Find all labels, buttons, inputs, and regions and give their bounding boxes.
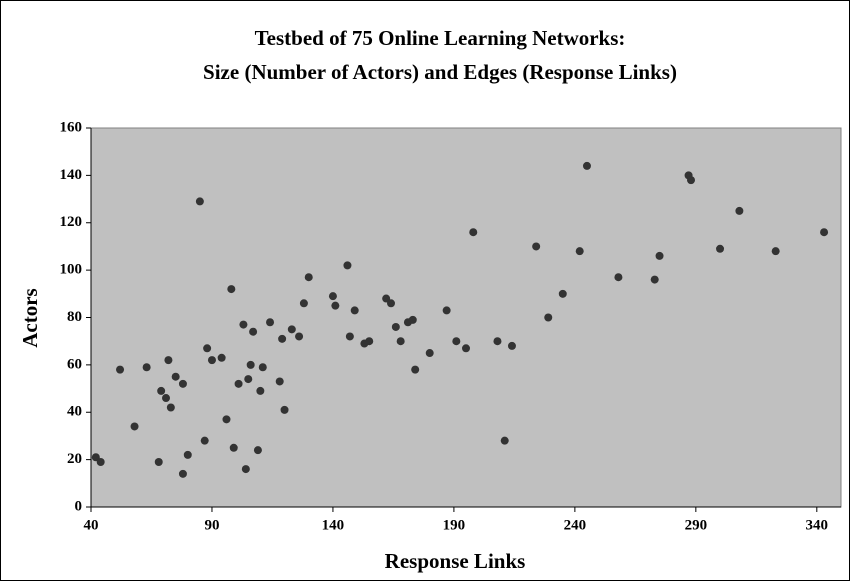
point: [716, 244, 725, 253]
point: [154, 457, 163, 466]
point: [582, 161, 591, 170]
point: [469, 228, 478, 237]
y-tick-label: 80: [67, 309, 82, 325]
x-tick-label: 40: [84, 517, 99, 533]
y-tick-label: 100: [60, 262, 83, 278]
point: [328, 292, 337, 301]
point: [350, 306, 359, 315]
point: [258, 363, 267, 372]
x-tick-label: 90: [204, 517, 219, 533]
point: [130, 422, 139, 431]
point: [246, 360, 255, 369]
point: [142, 363, 151, 372]
point: [558, 289, 567, 298]
point: [452, 337, 461, 346]
point: [164, 356, 173, 365]
point: [241, 465, 250, 474]
point: [304, 273, 313, 282]
point: [162, 394, 170, 403]
y-tick-label: 40: [67, 404, 82, 420]
point: [687, 176, 695, 185]
point: [253, 446, 262, 455]
point: [391, 322, 400, 331]
x-tick-label: 190: [443, 517, 466, 533]
point: [266, 318, 275, 327]
point: [365, 337, 374, 346]
point: [411, 365, 420, 374]
point: [655, 251, 664, 260]
point: [195, 197, 204, 206]
point: [544, 313, 553, 322]
x-tick-label: 290: [685, 517, 708, 533]
point: [462, 344, 470, 353]
point: [200, 436, 209, 445]
point: [280, 405, 289, 414]
x-tick-label: 140: [322, 517, 345, 533]
point: [183, 450, 192, 459]
point: [157, 386, 166, 395]
chart-subtitle: Size (Number of Actors) and Edges (Respo…: [203, 60, 677, 84]
x-tick-label: 340: [806, 517, 829, 533]
point: [234, 379, 243, 388]
point: [207, 356, 216, 365]
point: [256, 386, 265, 395]
point: [116, 365, 125, 374]
point: [171, 372, 180, 381]
chart-title: Testbed of 75 Online Learning Networks:: [255, 26, 626, 50]
x-tick-label: 240: [564, 517, 587, 533]
x-axis-label: Response Links: [385, 549, 526, 573]
point: [275, 377, 284, 386]
point: [295, 332, 304, 341]
point: [203, 344, 212, 353]
point: [217, 353, 226, 362]
point: [178, 379, 187, 388]
point: [500, 436, 509, 445]
point: [222, 415, 231, 424]
point: [229, 443, 238, 452]
point: [408, 315, 417, 324]
point: [442, 306, 451, 315]
point: [227, 285, 236, 294]
point: [178, 469, 187, 478]
point: [820, 228, 829, 237]
plot-area: [90, 127, 842, 508]
point: [771, 247, 780, 256]
point: [493, 337, 502, 346]
point: [735, 206, 744, 215]
point: [239, 320, 248, 329]
point: [96, 457, 105, 466]
y-tick-label: 60: [67, 356, 82, 372]
point: [507, 341, 516, 350]
y-tick-label: 120: [60, 214, 83, 230]
point: [614, 273, 623, 282]
y-tick-label: 160: [60, 119, 83, 135]
point: [532, 242, 541, 251]
point: [345, 332, 354, 341]
y-tick-label: 140: [60, 167, 83, 183]
point: [396, 337, 405, 346]
point: [244, 375, 253, 384]
y-tick-label: 20: [67, 451, 82, 467]
point: [249, 327, 258, 336]
point: [425, 349, 434, 358]
point: [299, 299, 308, 308]
point: [575, 247, 584, 256]
point: [331, 301, 340, 310]
point: [343, 261, 352, 270]
point: [650, 275, 659, 284]
y-tick-label: 0: [75, 498, 83, 514]
y-axis-label: Actors: [18, 288, 42, 347]
point: [278, 334, 287, 343]
point: [387, 299, 395, 308]
point: [287, 325, 296, 334]
point: [166, 403, 175, 412]
